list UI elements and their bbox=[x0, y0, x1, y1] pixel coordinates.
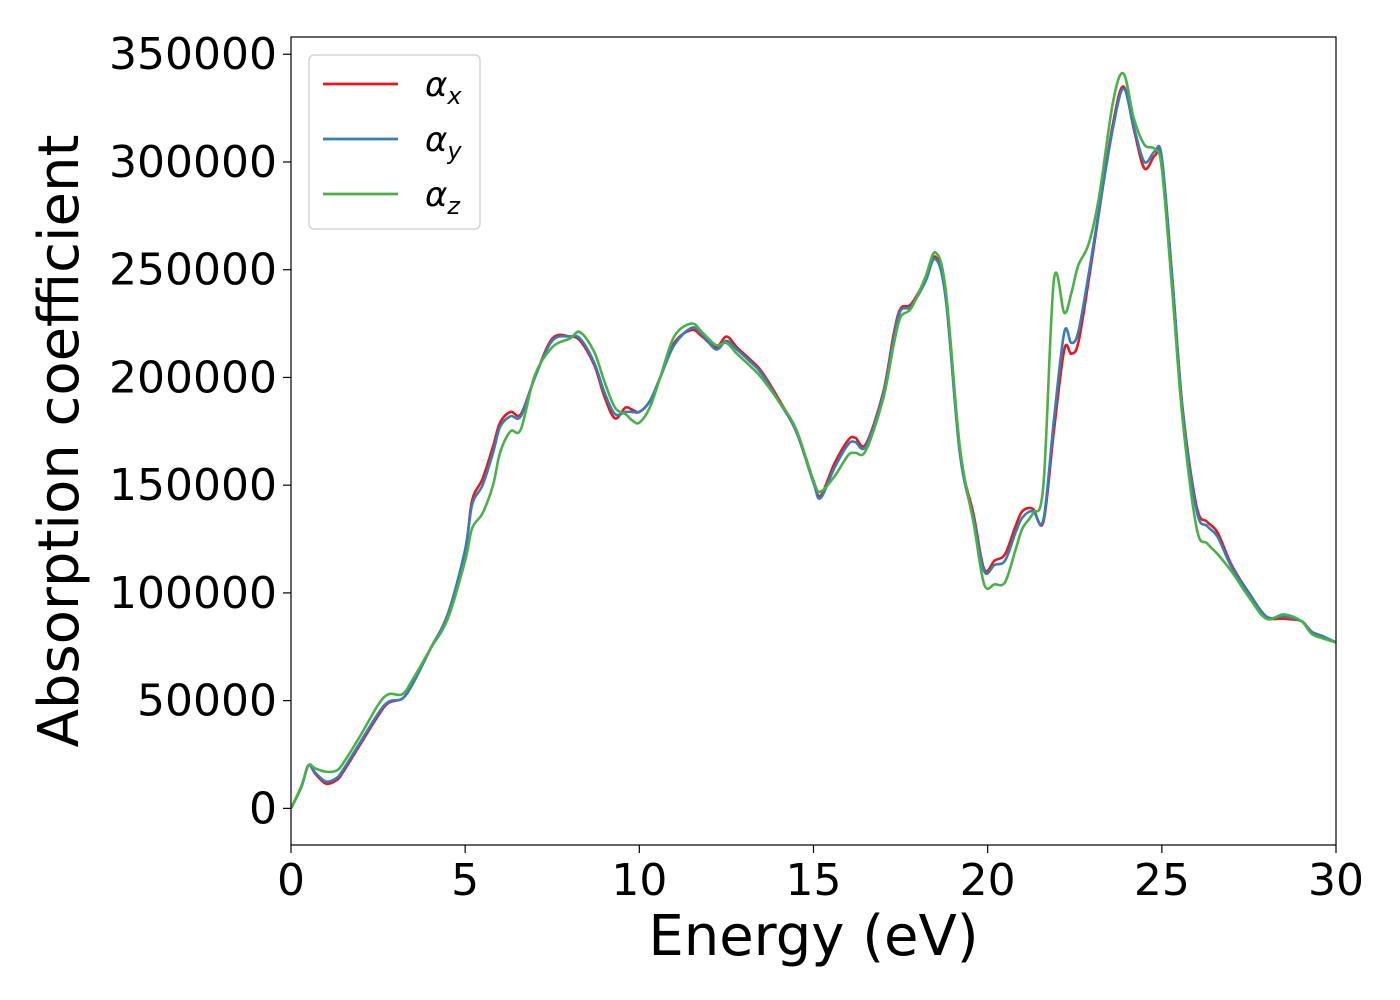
x-tick-label: 5 bbox=[451, 855, 479, 906]
axis-ticks: 0 5 10 15 20 25 30 0 50000 100000 150000 200000 2500… bbox=[109, 29, 1364, 906]
y-axis-label: Absorption coefficient bbox=[27, 135, 92, 748]
legend: αx αy αz bbox=[308, 54, 481, 230]
y-tick-label: 250000 bbox=[109, 245, 277, 296]
x-tick-label: 10 bbox=[611, 855, 667, 906]
y-tick-label: 350000 bbox=[109, 29, 277, 80]
x-tick-label: 30 bbox=[1308, 855, 1364, 906]
y-tick-label: 50000 bbox=[137, 676, 277, 727]
series-line-z bbox=[291, 71, 1336, 809]
legend-label-y: αy bbox=[425, 120, 462, 165]
legend-label-z: αz bbox=[425, 175, 461, 220]
x-axis-label: Energy (eV) bbox=[648, 904, 978, 969]
series-line-y bbox=[291, 87, 1336, 809]
y-tick-label: 150000 bbox=[109, 460, 277, 511]
y-tick-label: 200000 bbox=[109, 352, 277, 403]
legend-label-x: αx bbox=[425, 65, 462, 110]
legend-box bbox=[308, 54, 481, 230]
x-tick-label: 25 bbox=[1134, 855, 1190, 906]
series-line-x bbox=[291, 85, 1336, 809]
y-tick-label: 100000 bbox=[109, 568, 277, 619]
x-tick-label: 0 bbox=[277, 855, 305, 906]
y-tick-label: 300000 bbox=[109, 137, 277, 188]
x-tick-label: 15 bbox=[786, 855, 842, 906]
x-tick-label: 20 bbox=[960, 855, 1016, 906]
series-layer bbox=[291, 71, 1336, 809]
y-tick-label: 0 bbox=[249, 783, 277, 834]
